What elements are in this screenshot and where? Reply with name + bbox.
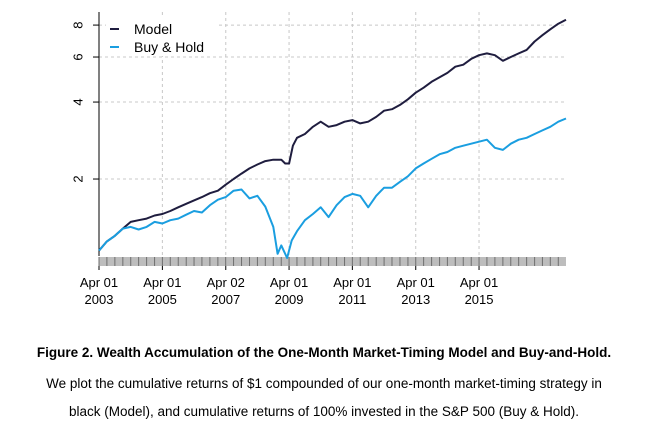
series-lines (98, 18, 567, 259)
y-tick-label: 4 (71, 98, 86, 105)
x-tick-label-bottom: 2005 (148, 292, 177, 307)
x-tick-label-top: Apr 01 (80, 275, 118, 290)
y-tick-label: 6 (71, 53, 86, 60)
x-tick-label-top: Apr 01 (333, 275, 371, 290)
legend-buyhold-label: Buy & Hold (134, 39, 204, 55)
x-tick-label-top: Apr 02 (207, 275, 245, 290)
x-tick-label-bottom: 2009 (275, 292, 304, 307)
series-model-line (98, 18, 567, 252)
figure-caption-line2: black (Model), and cumulative returns of… (68, 404, 579, 419)
legend-model-label: Model (134, 21, 172, 37)
x-tick-label-bottom: 2003 (85, 292, 114, 307)
x-tick-label-bottom: 2015 (465, 292, 494, 307)
x-tick-label-bottom: 2007 (211, 292, 240, 307)
wealth-chart: 2 4 6 8 Apr 01 2003 Apr 01 2005 Apr 02 2007 Apr 01… (71, 12, 567, 307)
x-tick-label-top: Apr 01 (270, 275, 308, 290)
x-tick-label-bottom: 2011 (338, 292, 366, 307)
figure-caption-line1: We plot the cumulative returns of $1 com… (46, 376, 602, 391)
y-tick-label: 8 (71, 21, 86, 28)
axes: 2 4 6 8 Apr 01 2003 Apr 01 2005 Apr 02 2007 Apr 01… (71, 12, 566, 307)
x-tick-label-bottom: 2013 (401, 292, 430, 307)
legend-background (106, 16, 216, 56)
x-tick-label-top: Apr 01 (397, 275, 435, 290)
x-tick-label-top: Apr 01 (143, 275, 181, 290)
legend: Model Buy & Hold (106, 16, 216, 56)
x-tick-label-top: Apr 01 (460, 275, 498, 290)
figure-caption-title: Figure 2. Wealth Accumulation of the One… (36, 345, 612, 360)
x-axis-band (99, 257, 566, 266)
series-buyhold-line (98, 117, 567, 259)
y-tick-label: 2 (71, 175, 86, 182)
